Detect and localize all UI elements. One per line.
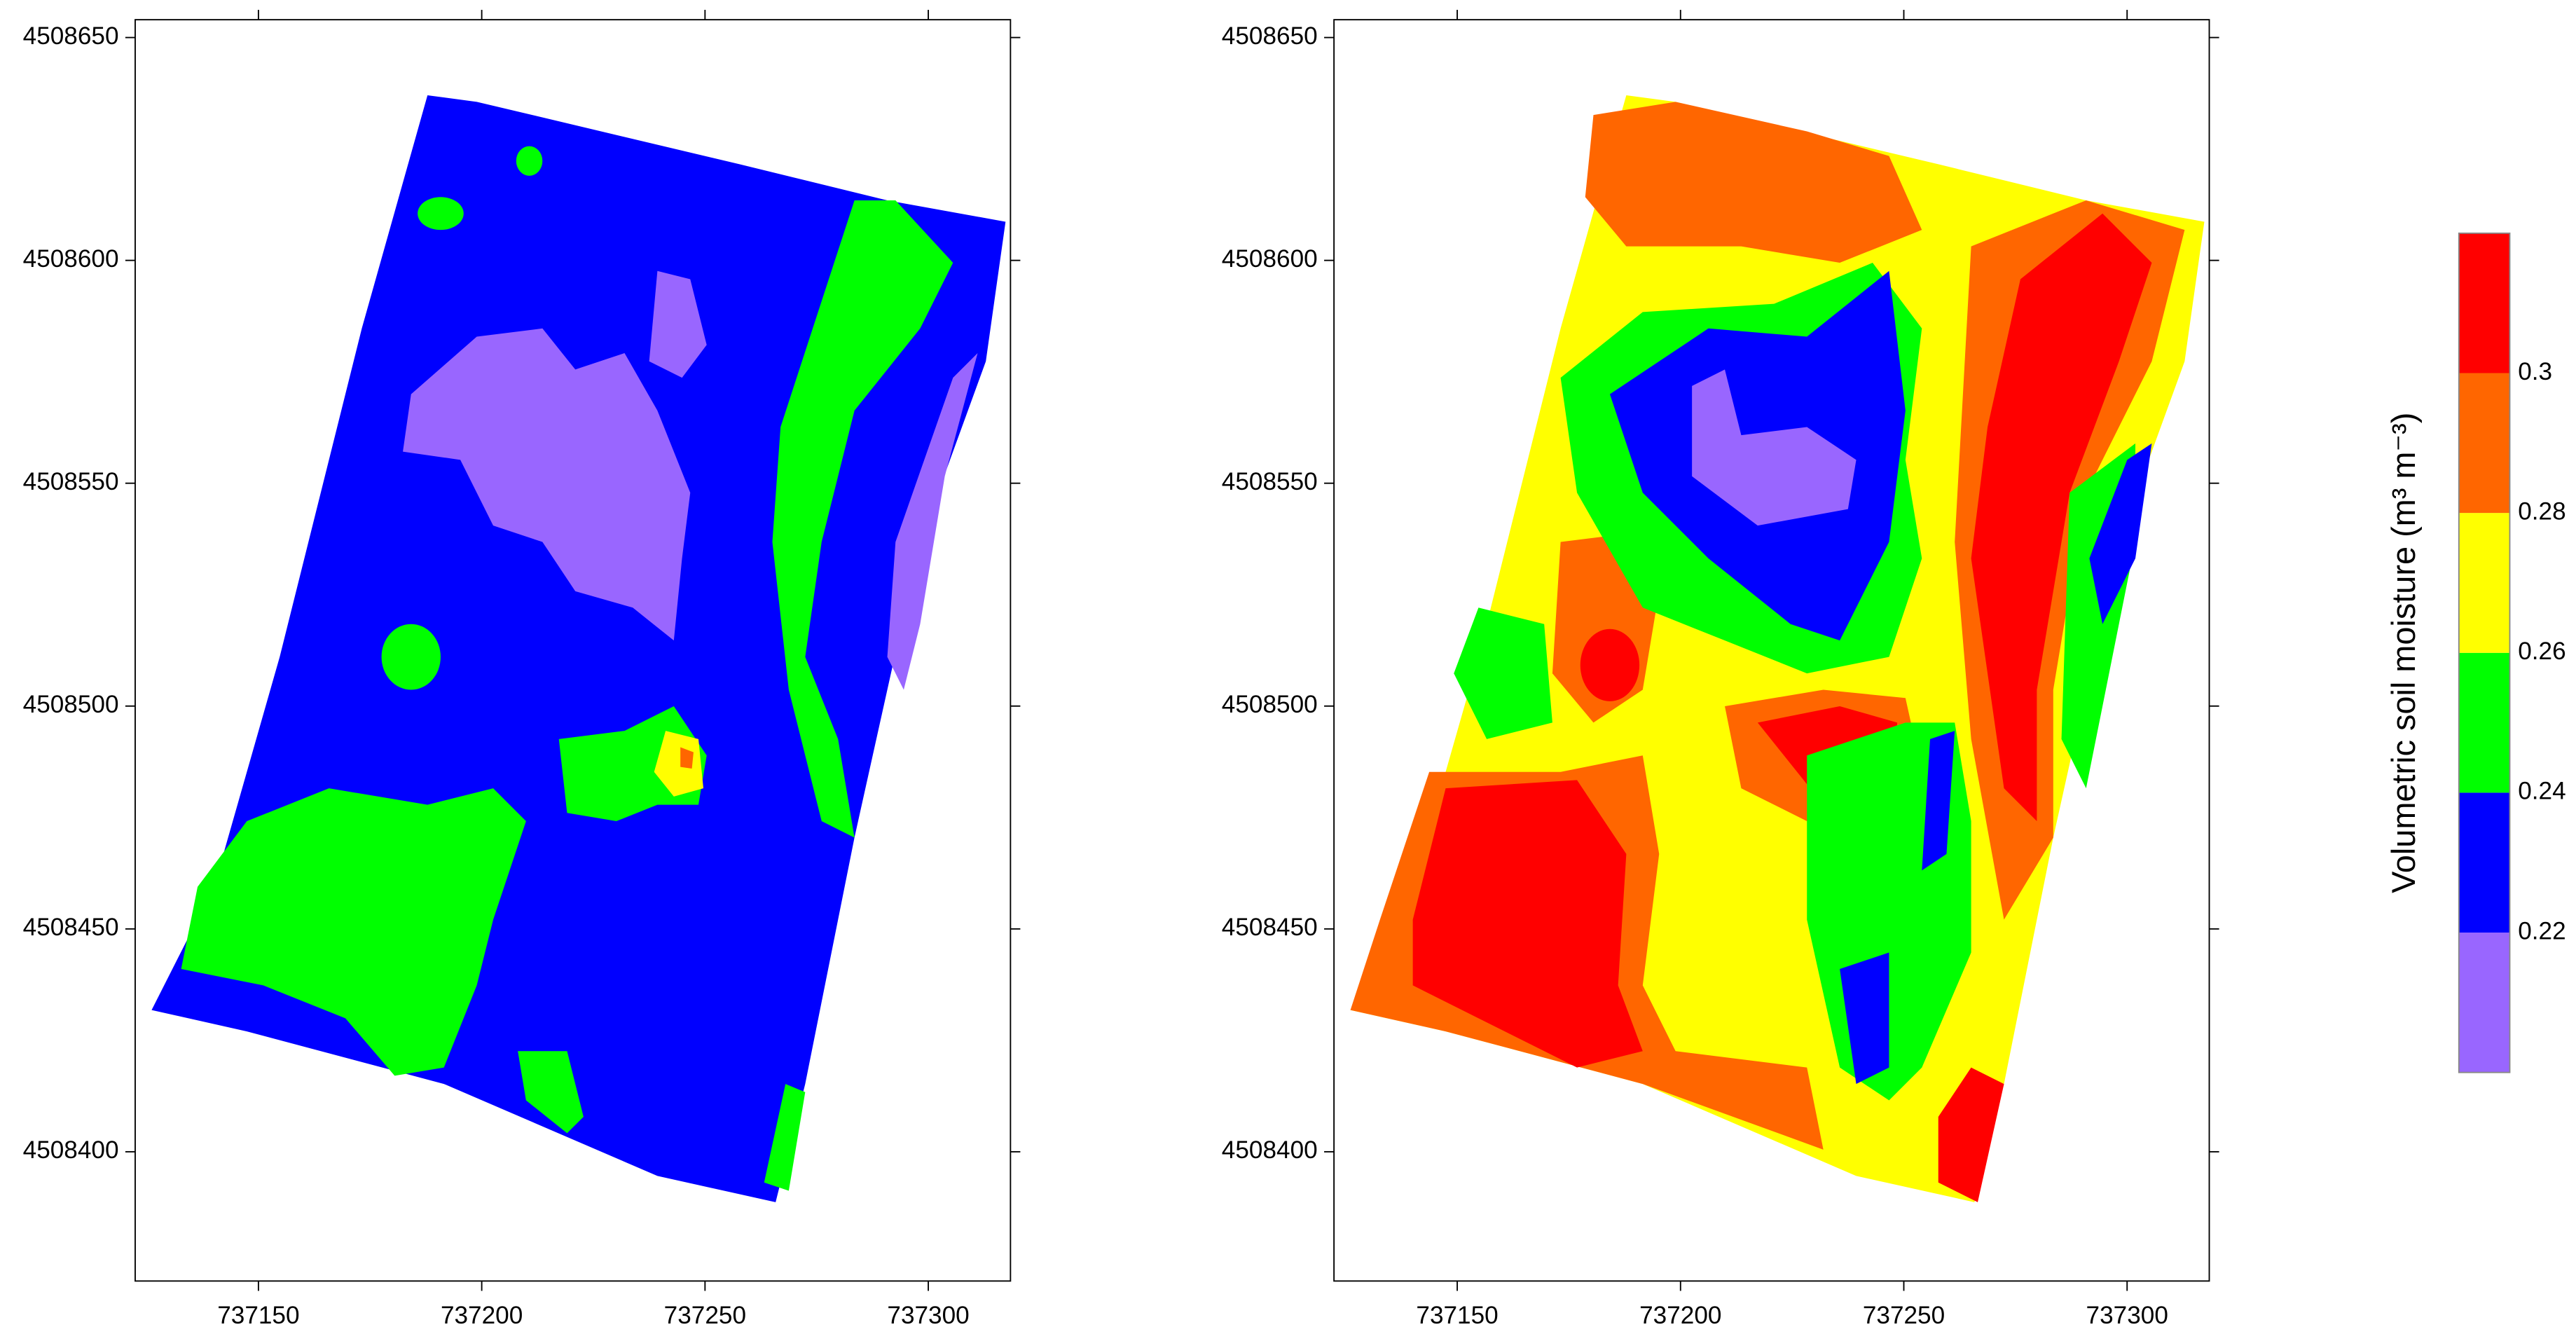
region (1692, 369, 1857, 526)
colorbar-label: Volumetric soil moisture (m³ m⁻³) (2385, 413, 2422, 893)
region (1971, 213, 2152, 822)
colorbar-segment (2458, 652, 2510, 793)
x-tick-label: 737200 (441, 1302, 523, 1327)
contour-field-2 (1350, 95, 2205, 1202)
y-tick-label: 4508600 (23, 245, 119, 273)
region (1412, 780, 1643, 1068)
region (1580, 628, 1640, 701)
x-tick-label: 737300 (887, 1302, 969, 1327)
contour-field-1 (151, 95, 1006, 1202)
region (1922, 731, 1955, 871)
colorbar-tick-label: 0.28 (2518, 497, 2565, 525)
colorbar-tick-label: 0.22 (2518, 917, 2565, 944)
region (2089, 443, 2152, 624)
region (887, 352, 978, 690)
y-tick-label: 4508650 (1222, 22, 1318, 50)
region (772, 200, 953, 838)
y-tick-label: 4508450 (1222, 914, 1318, 941)
colorbar-tick-label: 0.26 (2518, 638, 2565, 665)
colorbar-segment (2458, 373, 2510, 514)
colorbar-segment (2458, 792, 2510, 933)
colorbar-tick-label: 0.3 (2518, 358, 2552, 385)
x-tick-label: 737250 (664, 1302, 746, 1327)
region (403, 328, 691, 641)
y-tick-label: 4508600 (1222, 245, 1318, 273)
region (381, 624, 441, 690)
x-tick-label: 737200 (1639, 1302, 1721, 1327)
y-tick-label: 4508550 (1222, 468, 1318, 495)
y-tick-label: 4508400 (1222, 1136, 1318, 1164)
region (1585, 102, 1922, 263)
plot-frame (1333, 19, 2210, 1282)
region (764, 1084, 806, 1191)
colorbar-segment (2458, 513, 2510, 653)
plot-frame (135, 19, 1012, 1282)
region (680, 747, 694, 769)
x-tick-label: 737250 (1863, 1302, 1945, 1327)
region (1840, 952, 1889, 1085)
y-tick-label: 4508500 (23, 691, 119, 718)
region (1454, 607, 1552, 739)
y-tick-label: 4508500 (1222, 691, 1318, 718)
colorbar-tick-label: 0.24 (2518, 778, 2565, 805)
region (654, 731, 704, 797)
axes: 737150 737200 737250 737300 4508400 4508450 45… (23, 10, 2566, 1327)
y-tick-label: 4508550 (23, 468, 119, 495)
region (518, 1051, 584, 1134)
region (649, 270, 707, 378)
x-tick-label: 737150 (217, 1302, 299, 1327)
colorbar-segment (2458, 933, 2510, 1073)
x-tick-label: 737300 (2086, 1302, 2168, 1327)
colorbar-frame (2458, 232, 2511, 1073)
region (1938, 1067, 2004, 1202)
x-tick-label: 737150 (1416, 1302, 1498, 1327)
region (181, 788, 526, 1076)
colorbar-segment (2458, 233, 2510, 373)
y-tick-label: 4508450 (23, 914, 119, 941)
y-tick-label: 4508400 (23, 1136, 119, 1164)
y-tick-label: 4508650 (23, 22, 119, 50)
region (418, 197, 464, 231)
region (516, 146, 543, 176)
